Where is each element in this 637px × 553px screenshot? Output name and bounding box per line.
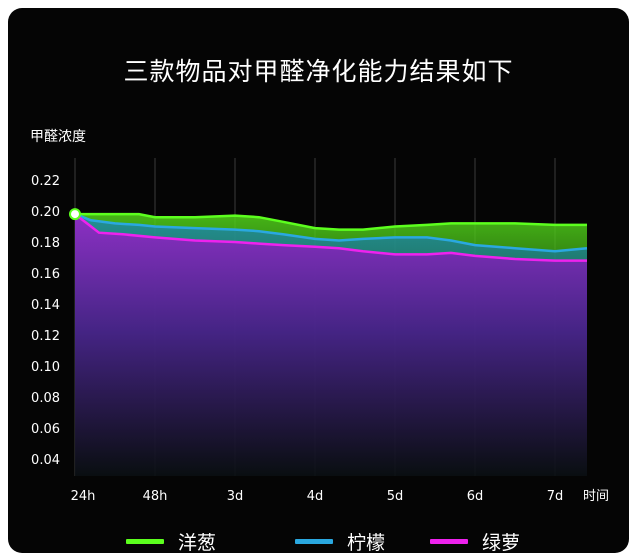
series-areas [75,214,587,476]
x-tick-label: 6d [467,489,484,504]
y-axis-label: 甲醛浓度 [30,129,86,145]
x-tick-label: 4d [307,489,324,504]
legend-label: 柠檬 [347,532,386,553]
chart-title: 三款物品对甲醛净化能力结果如下 [123,57,514,86]
y-tick-label: 0.18 [31,236,60,251]
y-tick-label: 0.22 [31,174,60,189]
legend-swatch [430,539,468,544]
y-tick-label: 0.08 [31,391,60,406]
x-tick-label: 7d [547,489,564,504]
legend-swatch [126,539,164,544]
x-tick-label: 48h [143,489,168,504]
y-tick-label: 0.12 [31,329,60,344]
legend: 洋葱 柠檬 绿萝 [8,528,629,553]
legend-item-洋葱: 洋葱 [126,528,216,553]
legend-item-柠檬: 柠檬 [295,528,385,553]
x-tick-label: 5d [387,489,404,504]
line-柠檬 [74,212,588,253]
y-tick-label: 0.04 [31,453,60,468]
start-markers [69,208,81,221]
line-洋葱 [75,212,587,231]
x-tick-labels: 24h 48h 3d 4d 5d 6d 7d 时间 [71,489,609,504]
x-tick-label: 24h [71,489,96,504]
legend-label: 洋葱 [178,532,217,553]
chart-panel: 三款物品对甲醛净化能力结果如下 甲醛浓度 0.22 0.20 0.18 0.16 0.1… [8,8,629,553]
line-绿萝 [74,213,587,262]
legend-item-绿萝: 绿萝 [430,528,520,553]
start-point-marker [69,208,81,221]
y-tick-label: 0.14 [31,298,60,313]
y-tick-labels: 0.22 0.20 0.18 0.16 0.14 0.12 0.10 0.08 0.06 0.04 [31,174,60,468]
y-tick-label: 0.20 [31,205,60,220]
x-axis-label: 时间 [583,489,609,504]
legend-label: 绿萝 [482,532,521,553]
x-tick-label: 3d [227,489,244,504]
series-lines [74,212,588,262]
area-绿萝 [75,214,587,476]
y-tick-label: 0.16 [31,267,60,282]
y-tick-label: 0.06 [31,422,60,437]
plot-area: 0.22 0.20 0.18 0.16 0.14 0.12 0.10 0.08 0.06 0.04… [31,158,609,504]
legend-swatch [295,539,333,544]
y-tick-label: 0.10 [31,360,60,375]
